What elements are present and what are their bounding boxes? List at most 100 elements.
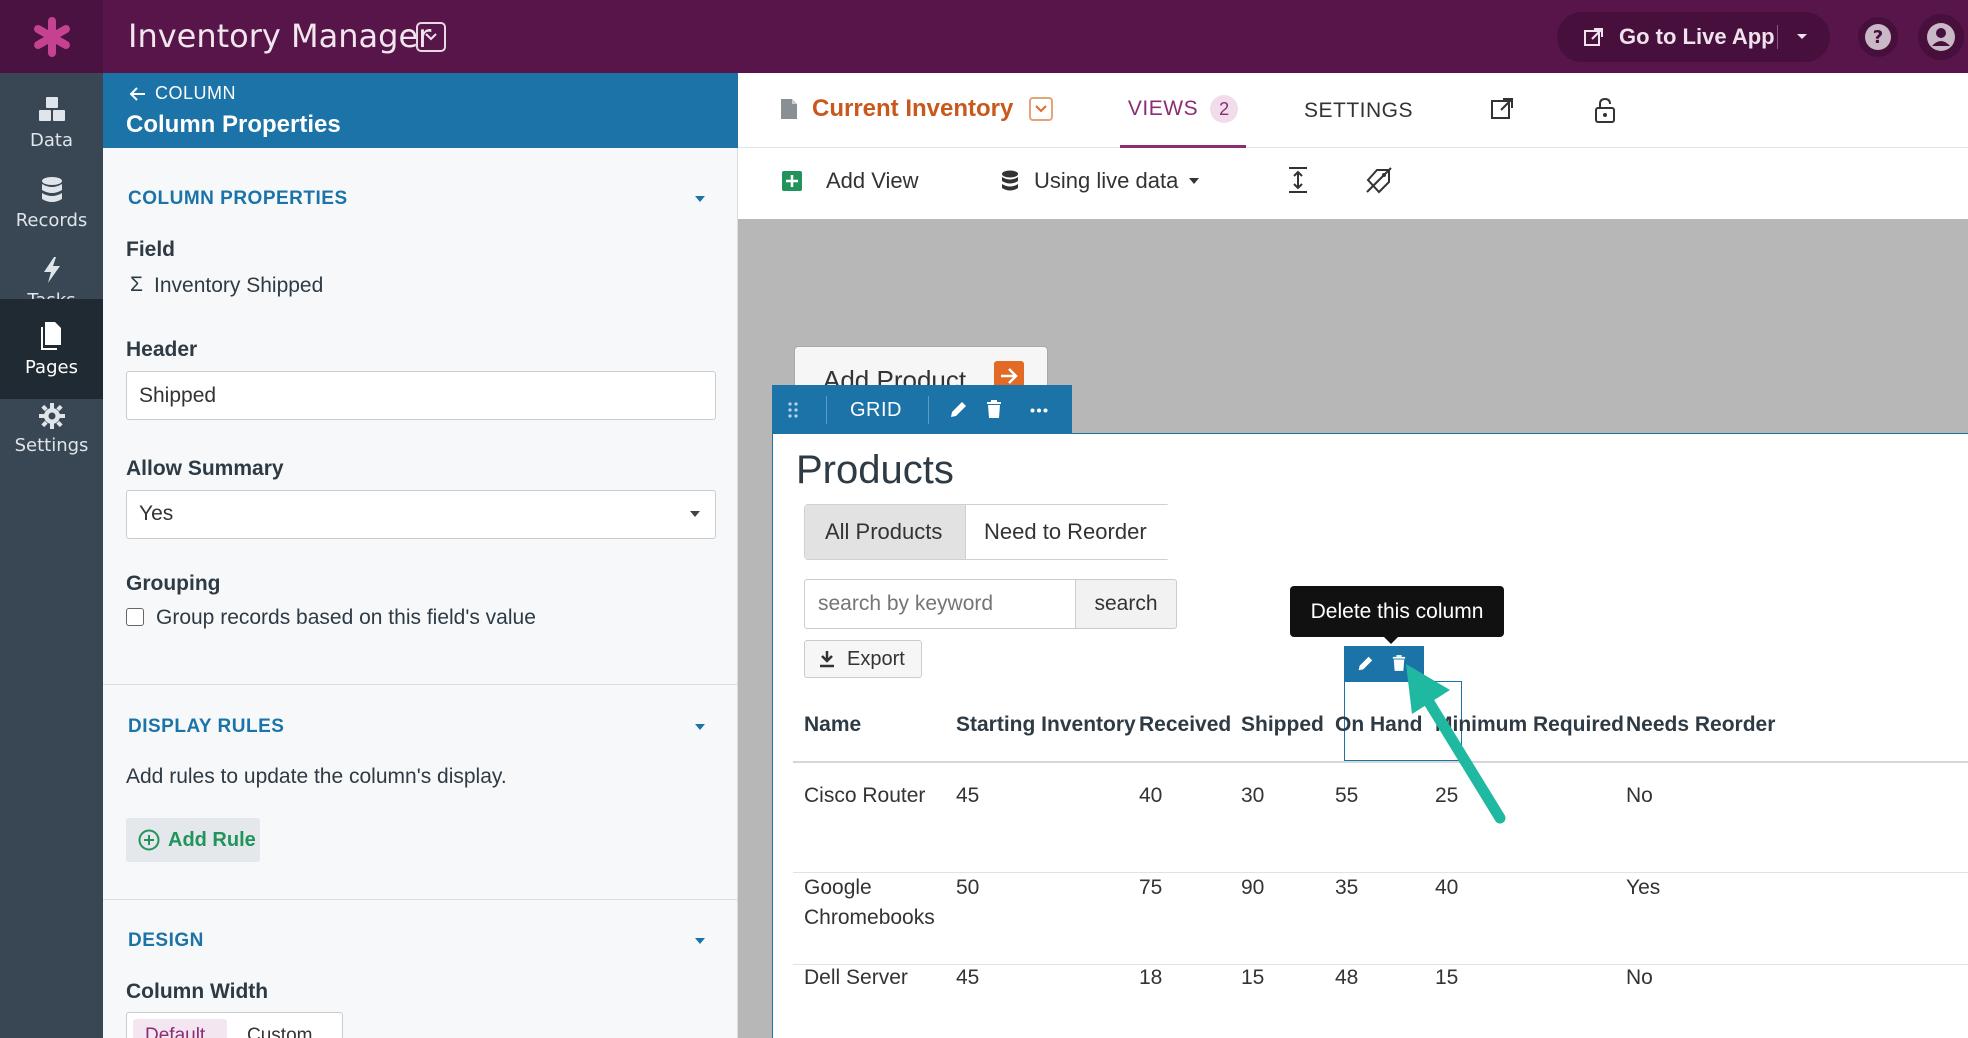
cell-needs-reorder: No bbox=[1626, 784, 1653, 807]
drag-handle-icon[interactable] bbox=[788, 402, 798, 418]
page-name: Current Inventory bbox=[812, 95, 1014, 122]
add-view-button[interactable]: Add View bbox=[782, 168, 919, 194]
pencil-icon[interactable] bbox=[1356, 655, 1374, 673]
field-value: Inventory Shipped bbox=[154, 274, 324, 297]
user-avatar-icon bbox=[1927, 23, 1955, 51]
export-button[interactable]: Export bbox=[804, 640, 922, 678]
column-header-needs-reorder[interactable]: Needs Reorder bbox=[1626, 713, 1776, 736]
cell-name: Cisco Router bbox=[804, 784, 926, 807]
gear-icon bbox=[38, 402, 65, 429]
user-menu-button[interactable] bbox=[1918, 14, 1964, 60]
page-canvas: Add Product GRID Products All Products N… bbox=[738, 219, 1968, 1038]
products-grid-view: Products All Products Need to Reorder se… bbox=[772, 433, 1968, 1038]
tab-views[interactable]: VIEWS 2 bbox=[1120, 73, 1246, 148]
left-navigation: Data Records Tasks Pages Settings bbox=[0, 73, 103, 1038]
app-switcher-dropdown[interactable] bbox=[416, 22, 446, 52]
section-title-column-properties[interactable]: COLUMN PROPERTIES bbox=[128, 188, 348, 209]
cubes-icon bbox=[38, 96, 65, 121]
filter-tab-all-products[interactable]: All Products bbox=[805, 505, 965, 559]
pencil-icon[interactable] bbox=[948, 400, 968, 420]
column-width-label: Column Width bbox=[126, 980, 269, 1003]
lightning-icon bbox=[43, 256, 60, 283]
download-icon bbox=[820, 651, 834, 668]
go-to-live-app-button[interactable]: Go to Live App bbox=[1557, 12, 1830, 62]
page-tabs: Current Inventory VIEWS 2 SETTINGS bbox=[738, 73, 1968, 148]
page-builder-header: Current Inventory VIEWS 2 SETTINGS Add V… bbox=[738, 73, 1968, 219]
section-title-display-rules[interactable]: DISPLAY RULES bbox=[128, 716, 285, 737]
database-icon bbox=[1002, 170, 1018, 191]
caret-down-icon[interactable] bbox=[693, 722, 707, 732]
cell-on-hand: 48 bbox=[1335, 966, 1359, 989]
nav-item-data[interactable]: Data bbox=[0, 73, 103, 173]
allow-summary-label: Allow Summary bbox=[126, 457, 284, 480]
cell-starting-inventory: 45 bbox=[956, 966, 980, 989]
column-header-shipped[interactable]: Shipped bbox=[1241, 713, 1324, 736]
document-icon bbox=[781, 99, 797, 119]
caret-down-icon[interactable] bbox=[693, 194, 707, 204]
grouping-label: Grouping bbox=[126, 572, 221, 595]
page-dropdown[interactable] bbox=[1029, 97, 1054, 121]
question-icon: ? bbox=[1865, 24, 1891, 50]
tooltip-pointer bbox=[1383, 636, 1399, 644]
asterisk-logo-icon bbox=[33, 16, 70, 57]
nav-label: Pages bbox=[25, 356, 78, 378]
caret-down-icon bbox=[1189, 178, 1200, 184]
section-title-design[interactable]: DESIGN bbox=[128, 930, 204, 951]
nav-item-settings[interactable]: Settings bbox=[0, 379, 103, 479]
cell-shipped: 15 bbox=[1241, 966, 1265, 989]
allow-summary-select[interactable]: Yes bbox=[126, 490, 716, 539]
row-divider bbox=[793, 964, 1968, 965]
cell-minimum-required: 25 bbox=[1435, 784, 1459, 807]
live-app-label: Go to Live App bbox=[1619, 24, 1775, 49]
tab-views-label: VIEWS bbox=[1127, 97, 1199, 120]
caret-down-icon[interactable] bbox=[693, 936, 707, 946]
live-data-dropdown[interactable]: Using live data bbox=[1000, 168, 1200, 194]
external-link-icon[interactable] bbox=[1490, 97, 1514, 121]
column-header-starting-inventory[interactable]: Starting Inventory bbox=[956, 713, 1136, 736]
search-input[interactable] bbox=[804, 579, 1076, 629]
cell-needs-reorder: No bbox=[1626, 966, 1653, 989]
properties-panel: COLUMN PROPERTIES Field Σ Inventory Ship… bbox=[103, 148, 738, 1038]
column-header-minimum-required[interactable]: Minimum Required bbox=[1435, 713, 1625, 736]
views-count-badge: 2 bbox=[1210, 95, 1239, 123]
width-option-custom[interactable]: Custom bbox=[247, 1025, 313, 1038]
cell-minimum-required: 15 bbox=[1435, 966, 1459, 989]
column-header-name[interactable]: Name bbox=[804, 713, 862, 736]
help-button[interactable]: ? bbox=[1858, 17, 1898, 57]
search-button[interactable]: search bbox=[1075, 579, 1177, 629]
column-properties-header: COLUMN Column Properties bbox=[103, 73, 738, 148]
vertical-fit-icon[interactable] bbox=[1286, 166, 1310, 194]
width-option-default[interactable]: Default bbox=[133, 1019, 227, 1038]
caret-down-icon[interactable] bbox=[1794, 28, 1810, 44]
database-icon bbox=[41, 176, 62, 202]
nav-item-pages[interactable]: Pages bbox=[0, 299, 103, 399]
section-divider bbox=[103, 684, 738, 685]
add-rule-button[interactable]: Add Rule bbox=[126, 818, 260, 862]
more-options-icon[interactable] bbox=[1030, 408, 1048, 413]
back-label: COLUMN bbox=[155, 83, 237, 103]
back-to-column-link[interactable]: COLUMN bbox=[129, 83, 236, 104]
grouping-checkbox[interactable] bbox=[126, 608, 144, 626]
trash-icon[interactable] bbox=[986, 399, 1002, 419]
page-selector[interactable]: Current Inventory bbox=[780, 95, 1054, 123]
tab-settings[interactable]: SETTINGS bbox=[1304, 99, 1414, 122]
column-header-on-hand[interactable]: On Hand bbox=[1335, 713, 1423, 736]
lock-icon[interactable] bbox=[1594, 97, 1616, 123]
external-link-icon bbox=[1584, 28, 1603, 46]
nav-item-records[interactable]: Records bbox=[0, 153, 103, 253]
grouping-checkbox-label[interactable]: Group records based on this field's valu… bbox=[156, 606, 536, 629]
trash-icon[interactable] bbox=[1392, 654, 1406, 672]
add-rule-label: Add Rule bbox=[168, 828, 256, 851]
filter-tab-need-to-reorder[interactable]: Need to Reorder bbox=[965, 505, 1171, 559]
app-logo[interactable] bbox=[0, 0, 103, 73]
views-toolbar: Add View Using live data bbox=[738, 148, 1968, 219]
hide-tags-icon[interactable] bbox=[1365, 166, 1393, 194]
allow-summary-value: Yes bbox=[139, 502, 174, 525]
grid-view-toolbar: GRID bbox=[772, 385, 1072, 435]
column-header-received[interactable]: Received bbox=[1139, 713, 1232, 736]
cell-minimum-required: 40 bbox=[1435, 876, 1459, 899]
toolbar-separator bbox=[826, 396, 827, 424]
grid-title: Products bbox=[796, 448, 954, 492]
header-input[interactable] bbox=[126, 371, 716, 420]
arrow-left-icon bbox=[129, 86, 145, 101]
